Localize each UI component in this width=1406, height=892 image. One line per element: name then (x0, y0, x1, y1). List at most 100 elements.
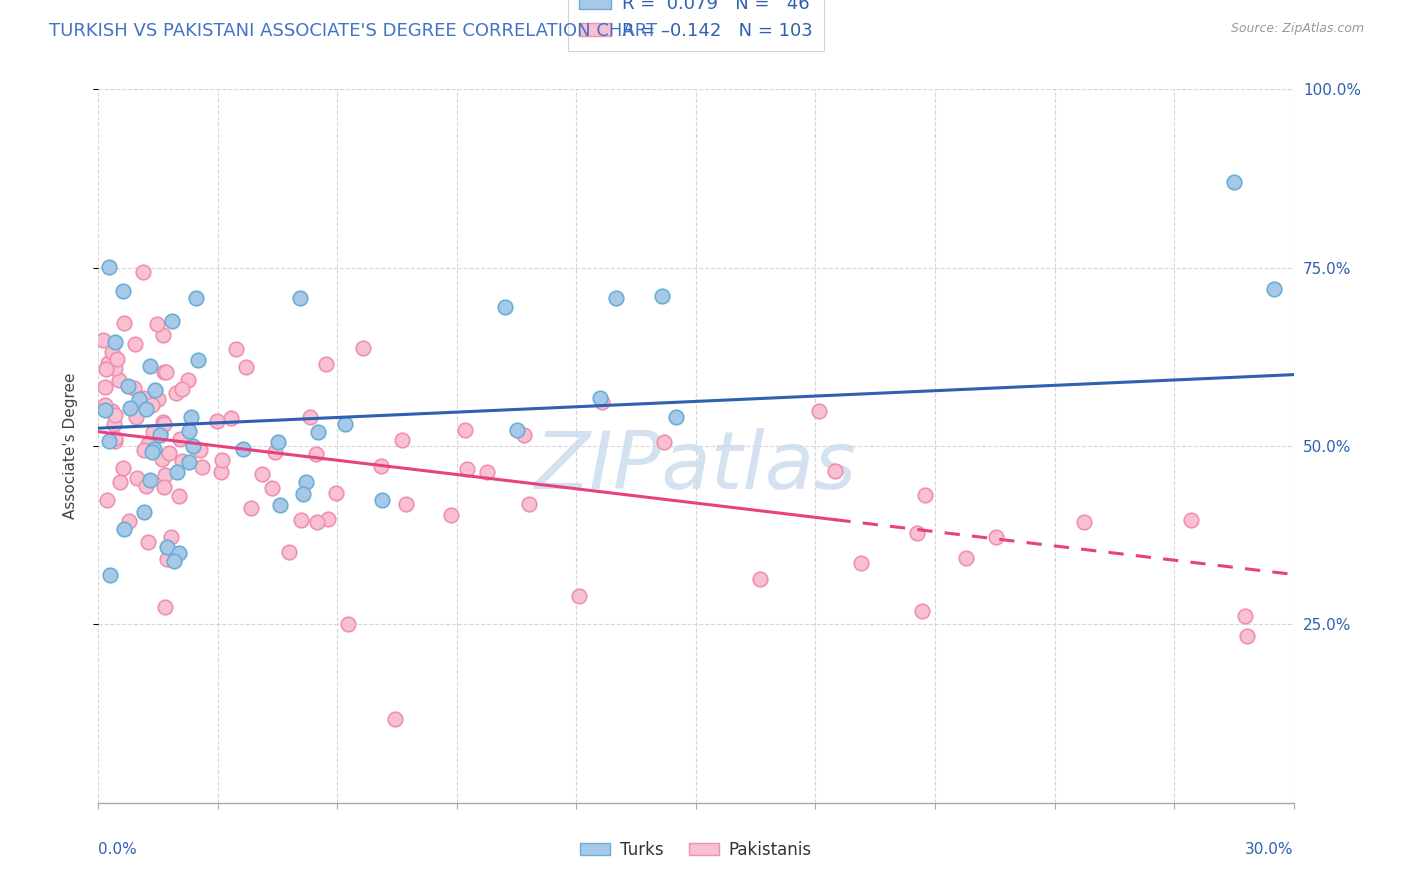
Point (384, 712, 406, 726)
Point (112, 316, 135, 330)
Point (170, 382, 193, 396)
Point (315, 357, 337, 371)
Point (1180, 513, 1202, 527)
Text: ZIP​atlas: ZIP​atlas (534, 428, 858, 507)
Point (108, 373, 131, 387)
Point (748, 572, 770, 586)
Point (588, 391, 610, 405)
Point (262, 481, 284, 495)
Point (132, 391, 155, 405)
Point (105, 352, 128, 367)
Point (513, 428, 536, 442)
Point (291, 487, 314, 501)
Point (456, 462, 478, 476)
Point (135, 402, 157, 417)
Point (209, 465, 232, 479)
Point (163, 554, 186, 568)
Point (605, 291, 627, 305)
Point (152, 480, 174, 494)
Point (169, 432, 191, 446)
Point (132, 265, 155, 279)
Point (325, 486, 347, 500)
Point (146, 317, 169, 331)
Point (104, 360, 127, 375)
Point (180, 409, 202, 424)
Point (307, 425, 329, 439)
Text: 0.0%: 0.0% (98, 842, 138, 857)
Point (108, 475, 131, 489)
Point (136, 437, 159, 451)
Point (163, 548, 186, 562)
Y-axis label: Associate's Degree: Associate's Degree (63, 373, 77, 519)
Point (134, 505, 156, 519)
Point (352, 341, 374, 355)
Point (568, 589, 591, 603)
Point (188, 442, 211, 457)
Point (1236, 629, 1258, 643)
Point (94, 402, 117, 417)
Point (517, 497, 540, 511)
Point (146, 392, 169, 406)
Point (1073, 515, 1095, 529)
Point (141, 390, 163, 404)
Point (294, 475, 316, 490)
Point (955, 551, 977, 566)
Point (808, 404, 831, 418)
Point (104, 431, 127, 445)
Point (179, 424, 201, 438)
Point (278, 545, 301, 559)
Point (112, 522, 135, 536)
Point (124, 337, 146, 351)
Point (94, 362, 117, 376)
Point (152, 327, 174, 342)
Text: 30.0%: 30.0% (1246, 842, 1294, 857)
Point (250, 467, 273, 482)
Point (91, 333, 114, 347)
Point (101, 404, 124, 418)
Point (135, 479, 157, 493)
Text: TURKISH VS PAKISTANI ASSOCIATE'S DEGREE CORRELATION CHART: TURKISH VS PAKISTANI ASSOCIATE'S DEGREE … (49, 22, 658, 40)
Point (179, 454, 201, 468)
Point (1263, 282, 1285, 296)
Point (240, 501, 263, 516)
Point (149, 425, 172, 439)
Point (104, 434, 127, 448)
Point (127, 471, 149, 485)
Point (652, 435, 675, 450)
Point (665, 410, 688, 425)
Point (96, 493, 118, 508)
Point (651, 289, 673, 303)
Point (1233, 608, 1256, 623)
Point (142, 425, 165, 439)
Point (211, 453, 233, 467)
Point (181, 439, 204, 453)
Point (98, 568, 121, 582)
Point (305, 447, 328, 461)
Point (112, 461, 135, 475)
Point (370, 459, 392, 474)
Point (184, 291, 207, 305)
Point (167, 546, 190, 560)
Point (391, 434, 413, 448)
Point (307, 515, 329, 529)
Legend: Turks, Pakistanis: Turks, Pakistanis (574, 835, 818, 866)
Point (169, 490, 191, 504)
Point (316, 511, 339, 525)
Point (143, 383, 166, 397)
Point (187, 353, 209, 368)
Point (914, 488, 936, 502)
Point (156, 552, 179, 566)
Point (191, 460, 214, 475)
Point (142, 442, 165, 457)
Point (153, 467, 176, 482)
Point (440, 508, 463, 523)
Point (290, 291, 312, 305)
Point (264, 444, 287, 458)
Point (337, 616, 360, 631)
Point (94, 380, 117, 394)
Point (104, 335, 127, 350)
Point (269, 498, 291, 512)
Point (128, 392, 150, 406)
Point (453, 423, 475, 437)
Point (165, 386, 187, 401)
